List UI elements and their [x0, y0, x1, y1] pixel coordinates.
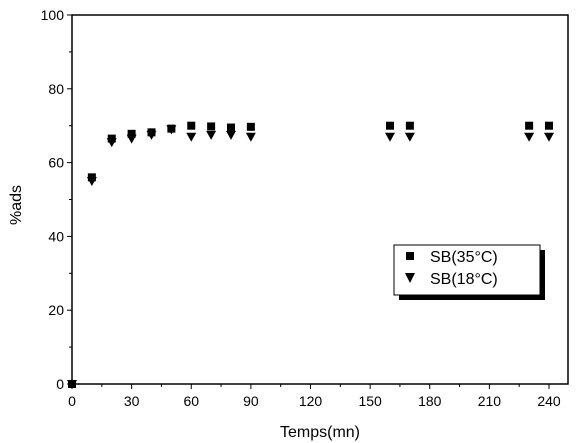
data-point-sb18: [67, 380, 77, 389]
data-points: [67, 121, 554, 389]
legend-marker-sb35: [406, 252, 414, 260]
data-point-sb35: [227, 123, 235, 132]
x-axis-ticks: 0 30 60 90 120 150 180 210 240: [68, 384, 561, 409]
y-tick-label: 100: [41, 7, 65, 23]
y-tick-label: 20: [48, 302, 64, 318]
legend-marker-sb18: [405, 273, 415, 283]
x-axis-title: Temps(mn): [280, 424, 360, 441]
y-tick-label: 60: [48, 155, 64, 171]
data-point-sb18: [226, 130, 236, 140]
legend-label-sb18: SB(18°C): [430, 271, 498, 288]
x-tick-label: 0: [68, 393, 76, 409]
data-point-sb18: [186, 132, 197, 142]
data-point-sb18: [126, 134, 137, 144]
data-point-sb18: [524, 132, 535, 142]
data-point-sb35: [207, 122, 216, 131]
plot-frame: [71, 14, 569, 385]
x-tick-label: 60: [183, 393, 199, 409]
legend-label-sb35: SB(35°C): [430, 249, 498, 266]
data-point-sb35: [127, 129, 136, 138]
data-point-sb18: [245, 132, 256, 142]
data-point-sb35: [405, 121, 414, 130]
data-point-sb35: [545, 121, 553, 130]
x-tick-label: 180: [418, 393, 442, 409]
x-tick-label: 90: [243, 393, 259, 409]
x-tick-label: 150: [358, 393, 382, 409]
axes: [71, 14, 569, 385]
y-axis-title: %ads: [8, 185, 25, 225]
x-tick-label: 30: [124, 393, 140, 409]
data-point-sb18: [206, 130, 217, 140]
data-point-sb18: [404, 132, 415, 142]
data-point-sb35: [187, 121, 196, 130]
data-point-sb35: [525, 121, 534, 130]
data-point-sb18: [166, 125, 177, 135]
y-axis-ticks: 0 20 40 60 80 100: [41, 7, 72, 392]
x-tick-label: 240: [537, 393, 561, 409]
data-point-sb35: [246, 122, 255, 131]
data-point-sb35: [386, 121, 394, 130]
data-point-sb18: [146, 130, 157, 140]
legend: SB(35°C) SB(18°C): [393, 244, 545, 300]
x-tick-label: 210: [478, 393, 502, 409]
y-tick-label: 0: [56, 376, 64, 392]
y-tick-label: 80: [48, 81, 64, 97]
data-point-sb18: [544, 132, 554, 142]
data-point-sb18: [106, 138, 117, 148]
data-point-sb18: [385, 132, 395, 142]
legend-box: [393, 244, 541, 296]
x-tick-label: 120: [299, 393, 323, 409]
y-tick-label: 40: [48, 228, 64, 244]
data-point-sb18: [86, 177, 97, 187]
